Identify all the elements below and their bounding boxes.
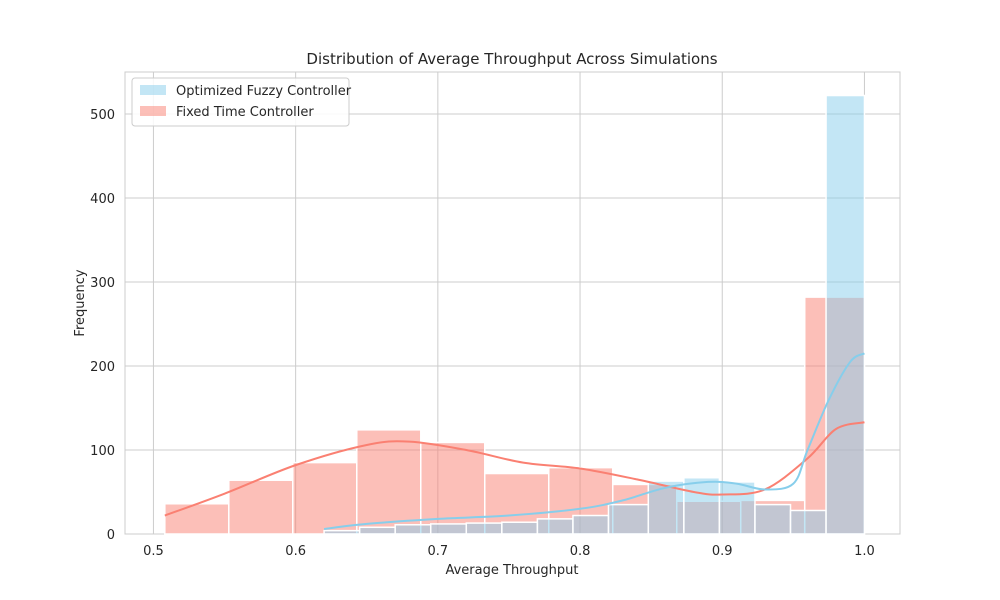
bar-optimized-fuzzy-controller [607,503,650,535]
bar-fixed-time-controller [356,429,422,535]
legend-label-fixed: Fixed Time Controller [176,105,314,120]
y-tick-label: 0 [107,528,115,543]
legend-label-fuzzy: Optimized Fuzzy Controller [176,84,352,99]
legend-swatch-fixed [140,106,166,116]
bar-optimized-fuzzy-controller [536,518,574,535]
bar-optimized-fuzzy-controller [465,522,503,535]
y-tick-label: 500 [90,108,115,123]
bar-fixed-time-controller [228,479,294,535]
bar-optimized-fuzzy-controller [429,523,468,535]
y-axis-label: Frequency [73,269,88,336]
y-tick-label: 200 [90,360,115,375]
x-tick-label: 0.8 [570,544,591,559]
x-axis-ticks: 0.5 0.6 0.7 0.8 0.9 1.0 [143,544,875,559]
bar-fixed-time-controller [292,461,358,535]
kde-line-fixed-time-controller [164,421,865,517]
bar-fixed-time-controller [164,503,230,535]
y-tick-label: 300 [90,276,115,291]
kde-lines [164,352,865,530]
legend-swatch-fuzzy [140,85,166,95]
x-tick-label: 0.7 [428,544,449,559]
x-tick-label: 1.0 [854,544,875,559]
bar-optimized-fuzzy-controller [683,476,721,535]
legend: Optimized Fuzzy Controller Fixed Time Co… [131,77,352,127]
x-tick-label: 0.9 [712,544,733,559]
bar-optimized-fuzzy-controller [825,94,866,535]
legend-box [131,77,350,127]
bar-optimized-fuzzy-controller [394,524,432,535]
y-axis-ticks: 0 100 200 300 400 500 [90,108,115,543]
plot-area [124,71,901,535]
bar-optimized-fuzzy-controller [501,521,539,535]
kde-line-optimized-fuzzy-controller [323,352,865,530]
bar-optimized-fuzzy-controller [718,481,756,535]
bar-optimized-fuzzy-controller [789,509,827,535]
bar-optimized-fuzzy-controller [754,503,792,535]
bar-optimized-fuzzy-controller [358,526,396,535]
y-tick-label: 100 [90,444,115,459]
x-axis-label: Average Throughput [445,563,578,578]
x-tick-label: 0.6 [285,544,306,559]
chart-title: Distribution of Average Throughput Acros… [306,50,717,68]
bar-optimized-fuzzy-controller [572,514,610,535]
bar-optimized-fuzzy-controller [323,529,361,535]
x-tick-label: 0.5 [143,544,164,559]
histogram-bars [164,94,866,535]
y-tick-label: 400 [90,192,115,207]
